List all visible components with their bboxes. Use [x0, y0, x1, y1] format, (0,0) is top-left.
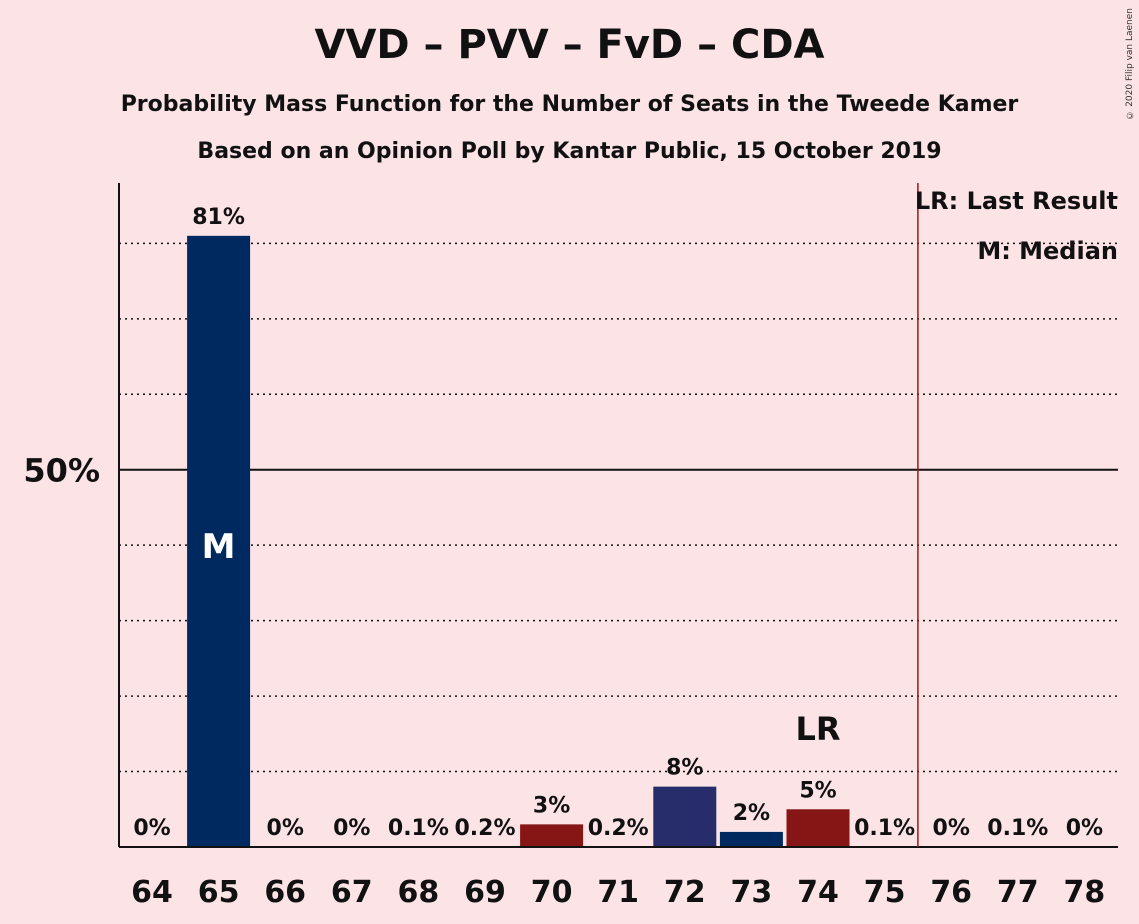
value-label-74: 5% [799, 778, 836, 803]
bar-70 [520, 824, 584, 847]
median-marker: M [202, 527, 236, 567]
x-tick-78: 78 [1064, 875, 1106, 910]
value-label-77: 0.1% [987, 816, 1048, 841]
x-tick-65: 65 [198, 875, 240, 910]
x-axis: 64 65 66 67 68 69 70 71 72 73 74 75 76 77 78 [131, 875, 1105, 910]
value-label-73: 2% [733, 801, 770, 826]
bars [187, 235, 850, 847]
chart-source: Based on an Opinion Poll by Kantar Publi… [197, 139, 942, 164]
bar-65 [187, 235, 251, 847]
value-labels: 0%81%0% 0% 0.1% 0.2%3%0.2%8%2%5%0.1% 0% 0.1% 0… [133, 205, 1103, 841]
gridlines [119, 242, 1118, 773]
x-tick-64: 64 [131, 875, 173, 910]
bar-72 [653, 786, 717, 847]
x-tick-70: 70 [531, 875, 573, 910]
value-label-72: 8% [666, 756, 703, 781]
x-tick-76: 76 [930, 875, 972, 910]
value-label-67: 0% [333, 816, 370, 841]
value-label-64: 0% [133, 816, 170, 841]
x-tick-68: 68 [398, 875, 440, 910]
value-label-75: 0.1% [854, 816, 915, 841]
x-tick-67: 67 [331, 875, 373, 910]
chart-subtitle: Probability Mass Function for the Number… [120, 92, 1019, 117]
value-label-65: 81% [192, 205, 245, 230]
value-label-68: 0.1% [388, 816, 449, 841]
value-label-76: 0% [933, 816, 970, 841]
chart-title: VVD – PVV – FvD – CDA [314, 22, 825, 68]
x-tick-66: 66 [264, 875, 306, 910]
legend-last-result: LR: Last Result [915, 187, 1118, 215]
legend-median: M: Median [977, 237, 1118, 265]
value-label-71: 0.2% [588, 816, 649, 841]
x-tick-72: 72 [664, 875, 706, 910]
x-tick-71: 71 [597, 875, 639, 910]
x-tick-74: 74 [797, 875, 839, 910]
x-tick-75: 75 [864, 875, 906, 910]
bar-74 [786, 809, 850, 847]
x-tick-69: 69 [464, 875, 506, 910]
x-tick-77: 77 [997, 875, 1039, 910]
value-label-70: 3% [533, 793, 570, 818]
value-label-69: 0.2% [454, 816, 515, 841]
x-tick-73: 73 [731, 875, 773, 910]
last-result-marker: LR [795, 710, 840, 748]
value-label-78: 0% [1066, 816, 1103, 841]
y-tick-label: 50% [23, 452, 100, 490]
bar-73 [719, 831, 783, 847]
y-axis: 50% [23, 183, 1118, 848]
value-label-66: 0% [267, 816, 304, 841]
